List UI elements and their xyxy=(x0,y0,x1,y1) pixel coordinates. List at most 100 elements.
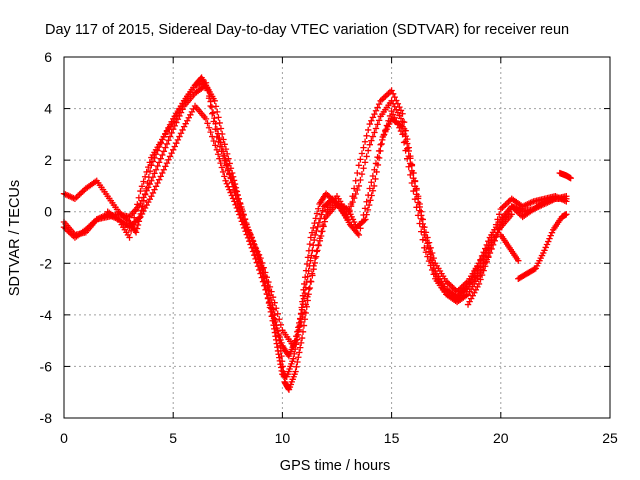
data-point xyxy=(276,316,283,323)
data-point xyxy=(308,270,316,277)
data-point xyxy=(368,137,375,144)
data-point xyxy=(543,241,551,248)
data-point xyxy=(160,148,168,155)
data-point xyxy=(541,247,548,254)
data-point xyxy=(271,318,279,326)
data-point xyxy=(212,126,219,133)
data-point xyxy=(478,252,486,260)
data-point xyxy=(138,197,146,204)
data-point xyxy=(154,179,161,187)
data-point xyxy=(380,131,387,139)
data-point xyxy=(216,119,223,127)
data-point xyxy=(355,231,363,239)
y-tick-label: -8 xyxy=(40,410,53,426)
y-tick-label: -6 xyxy=(40,358,53,374)
data-point xyxy=(366,120,373,128)
data-point xyxy=(222,177,229,184)
data-point xyxy=(229,195,237,202)
data-point xyxy=(357,176,364,184)
data-point xyxy=(477,256,484,263)
data-point xyxy=(227,175,235,182)
data-point xyxy=(210,137,217,145)
series-track-G xyxy=(497,231,522,264)
data-point xyxy=(475,260,483,267)
data-point xyxy=(375,117,383,124)
data-point xyxy=(546,235,553,242)
data-point xyxy=(141,190,149,198)
data-point xyxy=(365,201,373,209)
data-point xyxy=(264,294,272,302)
data-point xyxy=(346,207,353,214)
data-point xyxy=(400,139,408,146)
data-point xyxy=(210,118,217,125)
data-point xyxy=(370,182,378,190)
data-point xyxy=(163,140,171,148)
data-point xyxy=(391,114,398,121)
data-point xyxy=(386,112,394,120)
data-point xyxy=(207,102,214,110)
data-point xyxy=(143,168,150,176)
data-point xyxy=(371,129,378,136)
data-point xyxy=(254,263,262,270)
data-point xyxy=(414,193,422,200)
data-point xyxy=(302,301,309,308)
data-point xyxy=(411,177,419,184)
data-point xyxy=(254,248,261,255)
data-point xyxy=(223,162,230,169)
data-point xyxy=(477,276,484,283)
series-track-E xyxy=(464,195,570,308)
data-point xyxy=(365,126,372,134)
data-point xyxy=(168,129,175,137)
data-point xyxy=(229,179,236,186)
data-point xyxy=(151,170,158,177)
data-point xyxy=(174,136,182,144)
y-tick-label: 0 xyxy=(44,204,52,220)
data-point xyxy=(241,224,248,232)
data-point xyxy=(309,247,316,254)
data-point xyxy=(248,235,255,242)
data-point xyxy=(276,333,283,341)
data-point xyxy=(154,162,161,170)
data-point xyxy=(475,280,483,288)
data-point xyxy=(361,159,369,166)
data-point xyxy=(243,221,250,228)
data-point xyxy=(318,228,325,235)
data-point xyxy=(308,252,315,259)
data-point xyxy=(480,249,487,256)
data-point xyxy=(301,309,308,316)
data-point xyxy=(372,160,380,167)
data-point xyxy=(369,172,377,180)
data-point xyxy=(274,310,281,317)
data-point xyxy=(218,164,226,171)
data-point xyxy=(221,141,228,148)
data-point xyxy=(293,333,300,340)
data-point xyxy=(230,183,238,190)
data-point xyxy=(176,133,183,140)
data-points xyxy=(60,74,574,393)
data-point xyxy=(221,157,228,165)
plot-frame xyxy=(63,56,611,419)
data-point xyxy=(531,265,538,273)
data-point xyxy=(149,189,157,197)
data-point xyxy=(483,241,490,249)
data-point xyxy=(238,205,246,213)
data-point xyxy=(149,173,157,181)
data-point xyxy=(148,177,155,184)
series-track-F xyxy=(515,211,570,282)
data-point xyxy=(137,187,144,195)
data-point xyxy=(303,278,310,286)
data-point xyxy=(407,155,414,162)
data-point xyxy=(313,210,321,217)
data-point xyxy=(371,166,378,173)
data-point xyxy=(428,266,436,274)
data-point xyxy=(277,336,284,344)
data-point xyxy=(249,238,256,245)
data-point xyxy=(354,186,361,194)
data-point xyxy=(272,305,280,312)
data-point xyxy=(496,211,503,218)
data-point xyxy=(220,136,227,143)
data-point xyxy=(368,179,375,186)
data-point xyxy=(358,150,366,157)
data-point xyxy=(352,177,359,184)
data-point xyxy=(369,114,377,121)
